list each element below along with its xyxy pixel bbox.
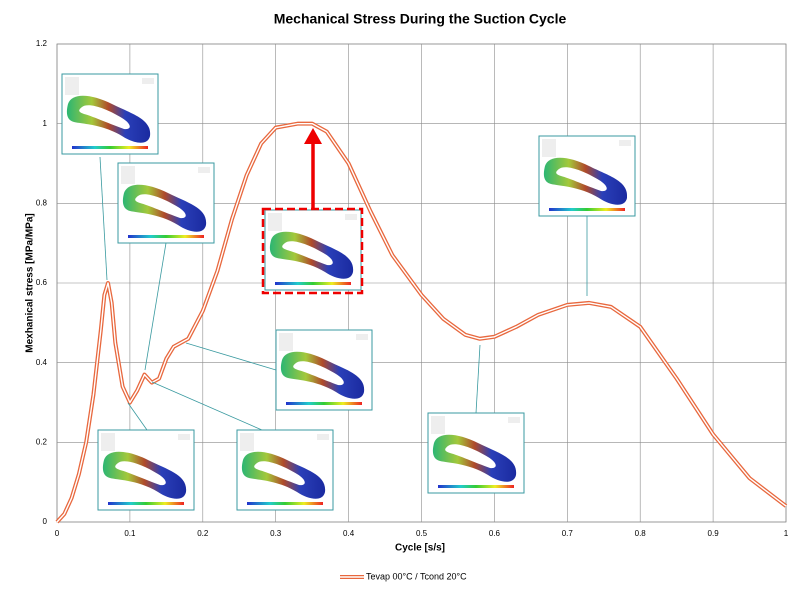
y-axis-label: Mexhanical stress [MPa/MPa] (25, 213, 36, 353)
peak-arrow-head (304, 128, 322, 144)
fea-image (265, 210, 361, 290)
x-tick-label: 0.4 (343, 529, 355, 538)
fea-image (428, 413, 524, 493)
legend: Tevap 00°C / Tcond 20°C (340, 571, 467, 581)
y-tick-label: 0.8 (36, 198, 48, 207)
callout (145, 243, 166, 370)
fea-image (62, 74, 158, 154)
fea-image (237, 430, 333, 510)
x-tick-label: 0.7 (562, 529, 574, 538)
callout (100, 157, 107, 280)
x-tick-label: 0 (55, 529, 60, 538)
fea-image (276, 330, 372, 410)
x-tick-label: 0.1 (124, 529, 136, 538)
x-tick-label: 1 (784, 529, 788, 538)
y-tick-label: 1 (43, 119, 48, 128)
callout (186, 343, 276, 370)
chart-title: Mechanical Stress During the Suction Cyc… (274, 11, 567, 27)
legend-label: Tevap 00°C / Tcond 20°C (366, 571, 467, 581)
chart: Mechanical Stress During the Suction Cyc… (0, 0, 788, 589)
callout (152, 382, 262, 430)
fea-image (118, 163, 214, 243)
y-tick-label: 0.2 (36, 437, 48, 446)
y-tick-label: 0.4 (36, 358, 48, 367)
callout (128, 403, 147, 430)
y-tick-label: 1.2 (36, 39, 48, 48)
x-tick-label: 0.8 (635, 529, 647, 538)
y-tick-label: 0 (43, 517, 48, 526)
callout (476, 345, 480, 413)
x-tick-label: 0.6 (489, 529, 501, 538)
x-axis-label: Cycle [s/s] (395, 543, 445, 554)
x-tick-label: 0.5 (416, 529, 428, 538)
x-tick-label: 0.9 (708, 529, 720, 538)
y-tick-label: 0.6 (36, 278, 48, 287)
x-tick-label: 0.3 (270, 529, 282, 538)
fea-image (539, 136, 635, 216)
x-tick-label: 0.2 (197, 529, 209, 538)
fea-image (98, 430, 194, 510)
